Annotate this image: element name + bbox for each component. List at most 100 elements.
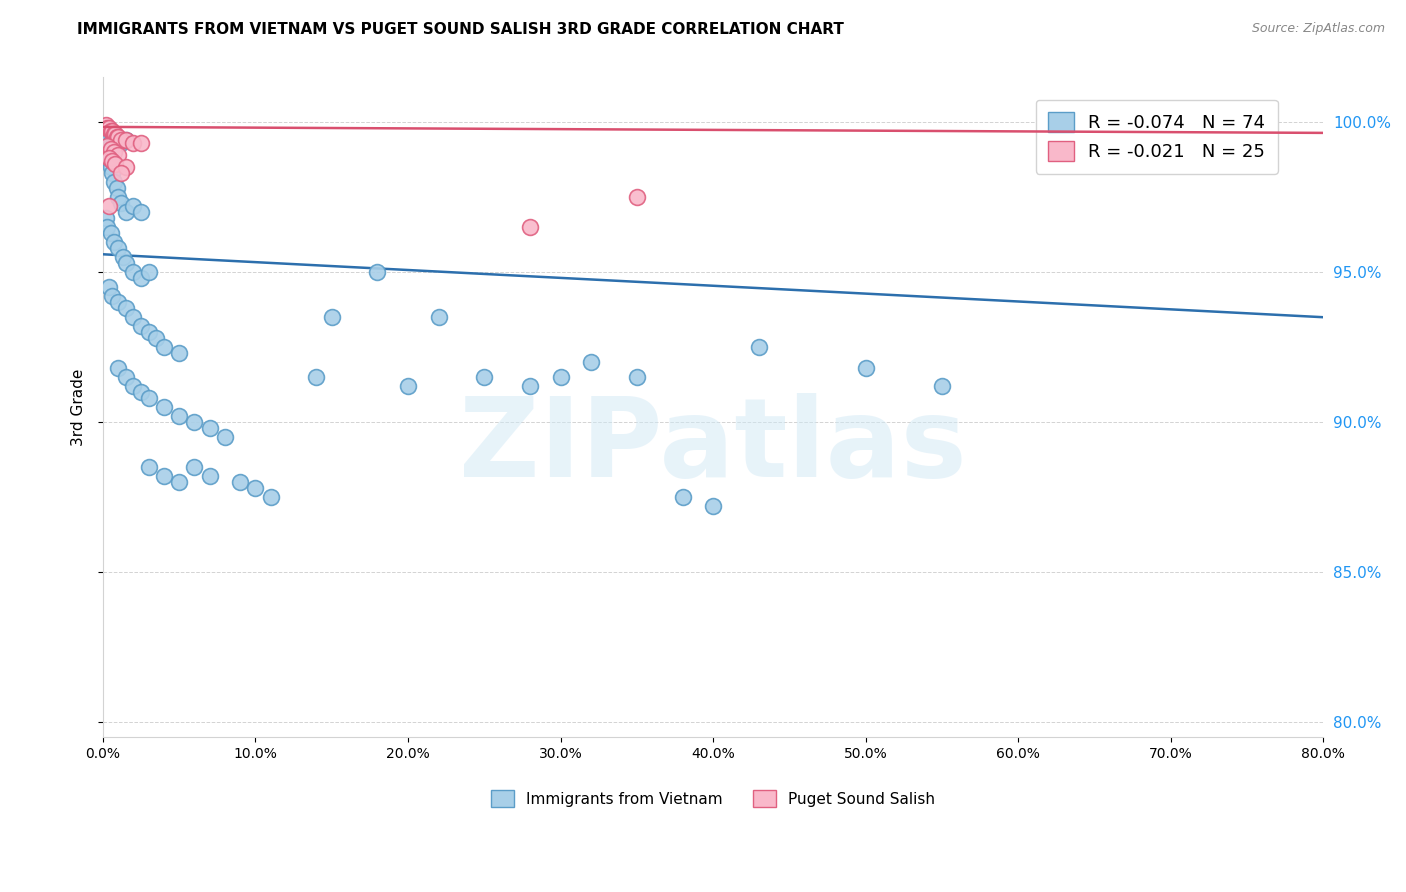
Text: ZIPatlas: ZIPatlas [460,393,967,500]
Point [702,499,724,513]
Point [101,154,124,169]
Point [114,205,136,219]
Point [245,481,267,495]
Point [427,310,450,325]
Point [98,152,121,166]
Point [626,370,648,384]
Point [198,469,221,483]
Point [129,205,152,219]
Point [519,220,541,235]
Point [550,370,572,384]
Point [153,340,176,354]
Point [472,370,495,384]
Point [183,415,205,429]
Point [107,148,129,162]
Point [167,475,190,489]
Point [103,175,125,189]
Point [105,181,128,195]
Point [214,430,236,444]
Point [114,301,136,316]
Point [626,190,648,204]
Point [138,265,160,279]
Point [198,421,221,435]
Point [138,460,160,475]
Point [114,256,136,270]
Point [138,325,160,339]
Point [110,133,132,147]
Point [94,130,117,145]
Point [107,130,129,145]
Point [101,124,124,138]
Point [1160,130,1182,145]
Point [104,157,127,171]
Point [100,124,122,138]
Point [100,136,122,151]
Point [579,355,602,369]
Point [260,490,283,504]
Point [101,133,124,147]
Point [103,128,125,142]
Point [96,220,118,235]
Point [111,250,134,264]
Point [98,121,121,136]
Point [96,121,118,136]
Point [671,490,693,504]
Legend: Immigrants from Vietnam, Puget Sound Salish: Immigrants from Vietnam, Puget Sound Sal… [485,784,942,813]
Point [105,130,128,145]
Y-axis label: 3rd Grade: 3rd Grade [72,368,86,446]
Text: Source: ZipAtlas.com: Source: ZipAtlas.com [1251,22,1385,36]
Point [107,190,129,204]
Point [519,379,541,393]
Point [229,475,252,489]
Point [153,469,176,483]
Point [114,161,136,175]
Point [110,136,132,151]
Point [122,310,145,325]
Point [129,319,152,334]
Text: IMMIGRANTS FROM VIETNAM VS PUGET SOUND SALISH 3RD GRADE CORRELATION CHART: IMMIGRANTS FROM VIETNAM VS PUGET SOUND S… [77,22,844,37]
Point [103,235,125,250]
Point [96,152,118,166]
Point [100,142,122,156]
Point [94,211,117,226]
Point [98,280,121,294]
Point [931,379,953,393]
Point [107,241,129,255]
Point [129,136,152,151]
Point [183,460,205,475]
Point [122,265,145,279]
Point [122,136,145,151]
Point [321,310,343,325]
Point [98,133,121,147]
Point [96,139,118,153]
Point [107,361,129,376]
Point [101,166,124,180]
Point [100,161,122,175]
Point [396,379,419,393]
Point [138,391,160,405]
Point [104,128,127,142]
Point [114,370,136,384]
Point [167,346,190,360]
Point [855,361,877,376]
Point [104,136,127,151]
Point [122,379,145,393]
Point [98,199,121,213]
Point [103,145,125,160]
Point [103,133,125,147]
Point [107,295,129,310]
Point [94,119,117,133]
Point [129,385,152,400]
Point [129,271,152,285]
Point [305,370,328,384]
Point [145,331,167,345]
Point [153,400,176,414]
Point [122,199,145,213]
Point [101,289,124,303]
Point [110,196,132,211]
Point [114,133,136,147]
Point [748,340,770,354]
Point [100,227,122,241]
Point [114,133,136,147]
Point [107,133,129,147]
